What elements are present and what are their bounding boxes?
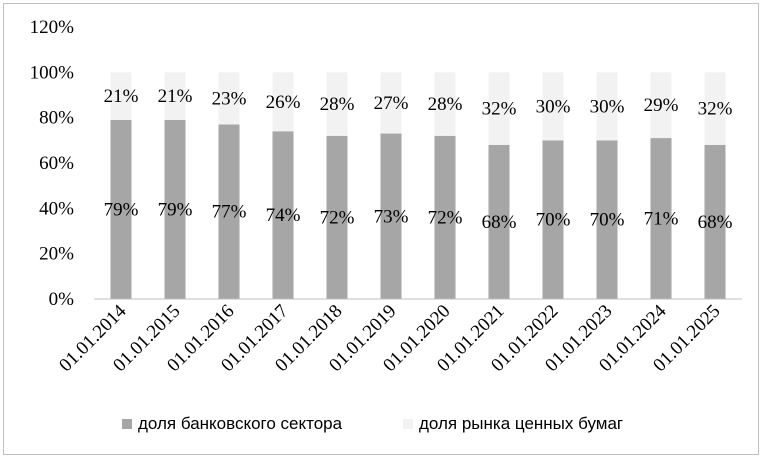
y-tick-label: 120% bbox=[30, 17, 75, 38]
data-label-securities-market: 32% bbox=[482, 99, 517, 120]
x-axis: 01.01.201401.01.201501.01.201601.01.2017… bbox=[55, 298, 742, 376]
y-tick-label: 0% bbox=[49, 289, 75, 310]
bar-securities-market bbox=[434, 72, 456, 136]
data-label-securities-market: 23% bbox=[212, 88, 247, 109]
bar-securities-market bbox=[218, 72, 240, 125]
legend: доля банковского сектора доля рынка ценны… bbox=[122, 414, 623, 433]
data-label-banking-sector: 72% bbox=[320, 207, 355, 228]
bar-securities-market bbox=[380, 72, 402, 134]
bar-securities-market bbox=[650, 72, 672, 139]
bar-securities-market bbox=[542, 72, 564, 141]
bar-securities-market bbox=[272, 72, 294, 132]
data-label-banking-sector: 70% bbox=[590, 210, 625, 231]
data-label-securities-market: 30% bbox=[590, 96, 625, 117]
bar-securities-market bbox=[326, 72, 348, 136]
bar-banking-sector bbox=[596, 140, 618, 299]
bar-securities-market bbox=[596, 72, 618, 141]
y-tick-label: 40% bbox=[39, 198, 74, 219]
bar-banking-sector bbox=[326, 135, 348, 299]
bar-banking-sector bbox=[434, 135, 456, 299]
bar-banking-sector bbox=[542, 140, 564, 299]
y-tick-label: 80% bbox=[39, 108, 74, 129]
bars bbox=[110, 72, 726, 299]
data-label-banking-sector: 77% bbox=[212, 202, 247, 223]
bar-securities-market bbox=[704, 72, 726, 145]
data-label-banking-sector: 68% bbox=[698, 212, 733, 233]
bar-banking-sector bbox=[488, 144, 510, 299]
legend-label-securities-market: доля рынка ценных бумаг bbox=[419, 414, 623, 433]
legend-swatch-securities-market bbox=[403, 419, 413, 429]
data-label-securities-market: 28% bbox=[320, 94, 355, 115]
data-label-securities-market: 27% bbox=[374, 93, 409, 114]
bar-banking-sector bbox=[380, 133, 402, 299]
data-label-securities-market: 30% bbox=[536, 96, 571, 117]
data-label-banking-sector: 79% bbox=[158, 199, 193, 220]
data-label-securities-market: 28% bbox=[428, 94, 463, 115]
data-label-securities-market: 26% bbox=[266, 92, 301, 113]
data-label-banking-sector: 74% bbox=[266, 205, 301, 226]
data-label-securities-market: 21% bbox=[104, 86, 139, 107]
bar-banking-sector bbox=[650, 138, 672, 299]
bar-securities-market bbox=[164, 72, 186, 120]
legend-label-banking-sector: доля банковского сектора bbox=[138, 414, 343, 433]
data-label-banking-sector: 68% bbox=[482, 212, 517, 233]
bar-banking-sector bbox=[272, 131, 294, 299]
legend-swatch-banking-sector bbox=[122, 419, 132, 429]
bar-banking-sector bbox=[704, 144, 726, 299]
data-label-securities-market: 29% bbox=[644, 95, 679, 116]
bar-banking-sector bbox=[110, 119, 132, 299]
data-label-securities-market: 32% bbox=[698, 99, 733, 120]
y-tick-label: 20% bbox=[39, 244, 74, 265]
data-label-banking-sector: 72% bbox=[428, 207, 463, 228]
data-labels: 79% 21% 79% 21% 77% 23% 74% 26% 72% 28% 73% 27% 72% 2… bbox=[104, 86, 733, 233]
data-label-banking-sector: 70% bbox=[536, 210, 571, 231]
y-tick-label: 60% bbox=[39, 153, 74, 174]
data-label-banking-sector: 79% bbox=[104, 199, 139, 220]
data-label-securities-market: 21% bbox=[158, 86, 193, 107]
data-label-banking-sector: 71% bbox=[644, 209, 679, 230]
data-label-banking-sector: 73% bbox=[374, 206, 409, 227]
bar-securities-market bbox=[488, 72, 510, 145]
bar-securities-market bbox=[110, 72, 132, 120]
y-tick-label: 100% bbox=[30, 62, 75, 83]
y-axis: 0% 20% 40% 60% 80% 100% 120% bbox=[30, 17, 75, 310]
bar-banking-sector bbox=[218, 124, 240, 299]
bar-banking-sector bbox=[164, 119, 186, 299]
